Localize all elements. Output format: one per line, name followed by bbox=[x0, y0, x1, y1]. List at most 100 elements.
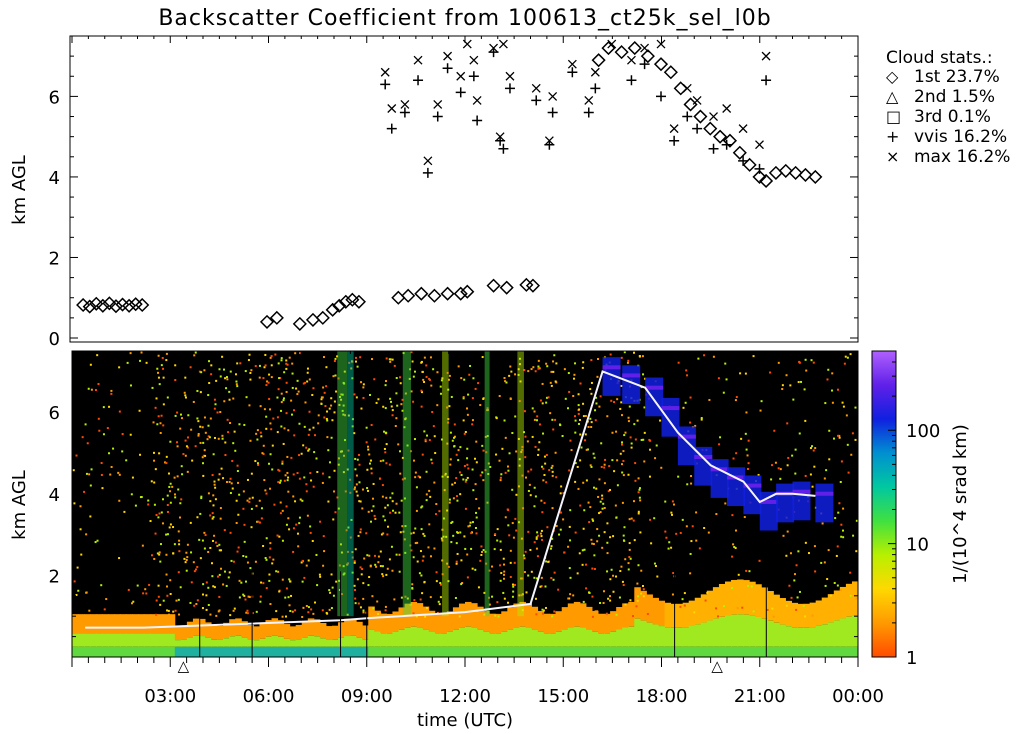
heatmap-cell bbox=[382, 459, 385, 462]
heatmap-cell bbox=[546, 526, 549, 529]
heatmap-cell bbox=[611, 431, 614, 434]
heatmap-cell bbox=[287, 596, 290, 599]
heatmap-cell bbox=[636, 595, 639, 598]
heatmap-cell bbox=[470, 547, 473, 550]
heatmap-cell bbox=[466, 407, 469, 410]
heatmap-cell bbox=[649, 448, 652, 451]
heatmap-cell bbox=[325, 626, 333, 640]
heatmap-cell bbox=[359, 566, 362, 569]
heatmap-cell bbox=[174, 496, 177, 499]
heatmap-cell bbox=[379, 611, 382, 614]
point-max bbox=[669, 124, 679, 134]
heatmap-cell bbox=[583, 509, 586, 512]
heatmap-cell bbox=[814, 570, 817, 573]
heatmap-cell bbox=[622, 474, 625, 477]
heatmap-cell bbox=[464, 613, 467, 616]
heatmap-cell bbox=[293, 434, 296, 437]
heatmap-cell bbox=[211, 539, 214, 542]
heatmap-cell bbox=[641, 355, 644, 358]
heatmap-cell bbox=[574, 480, 577, 483]
heatmap-cell bbox=[536, 415, 539, 418]
heatmap-cell bbox=[218, 368, 221, 371]
heatmap-cell bbox=[130, 602, 133, 605]
heatmap-cell bbox=[212, 494, 215, 497]
heatmap-cell bbox=[737, 573, 740, 576]
heatmap-cell bbox=[602, 502, 605, 505]
heatmap-cell bbox=[257, 520, 260, 523]
heatmap-cell bbox=[471, 567, 474, 570]
heatmap-cell bbox=[398, 570, 401, 573]
heatmap-cell bbox=[439, 385, 442, 388]
heatmap-cell bbox=[513, 603, 520, 628]
heatmap-cell bbox=[275, 610, 278, 613]
heatmap-cell bbox=[384, 506, 387, 509]
heatmap-cell bbox=[502, 577, 505, 580]
heatmap-cell bbox=[627, 562, 630, 565]
heatmap-cell bbox=[102, 646, 109, 657]
heatmap-cell bbox=[761, 646, 768, 657]
heatmap-cell bbox=[455, 477, 458, 480]
heatmap-cell bbox=[161, 498, 164, 501]
heatmap-cell bbox=[665, 536, 668, 539]
heatmap-cell bbox=[455, 542, 458, 545]
heatmap-cell bbox=[269, 487, 272, 490]
heatmap-cell bbox=[164, 461, 167, 464]
heatmap-cell bbox=[518, 594, 521, 597]
heatmap-cell bbox=[98, 429, 101, 432]
heatmap-cell bbox=[344, 636, 351, 647]
heatmap-cell bbox=[246, 609, 249, 612]
heatmap-cell bbox=[398, 553, 401, 556]
heatmap-cell bbox=[815, 483, 834, 523]
point-max bbox=[584, 95, 594, 105]
heatmap-cell bbox=[445, 535, 448, 538]
heatmap-cell bbox=[786, 530, 789, 533]
heatmap-cell bbox=[543, 646, 551, 657]
heatmap-cell bbox=[184, 439, 187, 442]
heatmap-cell bbox=[316, 584, 319, 587]
heatmap-cell bbox=[423, 430, 426, 433]
heatmap-cell bbox=[396, 404, 399, 407]
heatmap-cell bbox=[259, 623, 266, 639]
heatmap-cell bbox=[724, 502, 727, 505]
heatmap-cell bbox=[486, 407, 489, 410]
heatmap-cell bbox=[319, 575, 322, 578]
heatmap-cell bbox=[637, 564, 640, 567]
heatmap-cell bbox=[535, 547, 538, 550]
heatmap-cell bbox=[280, 357, 283, 360]
heatmap-cell bbox=[340, 593, 343, 596]
heatmap-cell bbox=[462, 419, 465, 422]
heatmap-cell bbox=[285, 381, 288, 384]
heatmap-cell bbox=[228, 480, 231, 483]
heatmap-cell bbox=[229, 492, 232, 495]
heatmap-cell bbox=[475, 532, 478, 535]
heatmap-cell bbox=[337, 507, 340, 510]
heatmap-cell bbox=[351, 360, 354, 363]
heatmap-cell bbox=[367, 448, 370, 451]
heatmap-cell bbox=[591, 567, 594, 570]
heatmap-cell bbox=[77, 589, 80, 592]
heatmap-cell bbox=[204, 454, 207, 457]
heatmap-cell bbox=[690, 540, 693, 543]
heatmap-cell bbox=[207, 586, 210, 589]
heatmap-cell bbox=[739, 372, 742, 375]
heatmap-cell bbox=[805, 369, 808, 372]
point-1st bbox=[427, 288, 442, 303]
heatmap-cell bbox=[393, 598, 396, 601]
heatmap-cell bbox=[676, 646, 684, 657]
heatmap-cell bbox=[331, 586, 334, 589]
heatmap-cell bbox=[441, 559, 444, 562]
heatmap-cell bbox=[845, 616, 853, 647]
heatmap-cell bbox=[527, 530, 530, 533]
heatmap-cell bbox=[265, 587, 268, 590]
heatmap-cell bbox=[213, 534, 216, 537]
heatmap-cell bbox=[356, 458, 359, 461]
heatmap-cell bbox=[369, 565, 372, 568]
heatmap-cell bbox=[535, 419, 538, 422]
heatmap-cell bbox=[305, 564, 308, 567]
heatmap-cell bbox=[211, 512, 214, 515]
heatmap-cell bbox=[79, 505, 82, 508]
heatmap-cell bbox=[279, 501, 282, 504]
heatmap-cell bbox=[833, 620, 841, 647]
legend-entry-label: 2nd 1.5% bbox=[914, 87, 995, 107]
heatmap-cell bbox=[488, 614, 491, 617]
